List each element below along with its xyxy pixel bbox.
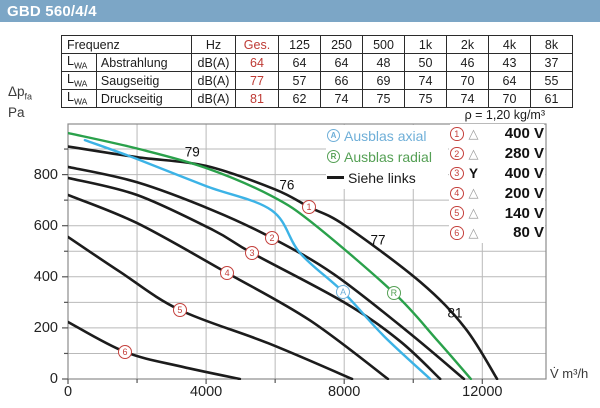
outlet-r-icon: R <box>327 150 340 163</box>
curve-marker-4: 4 <box>220 265 235 280</box>
line-sample-icon <box>327 176 344 179</box>
value-cell: 74 <box>320 89 363 108</box>
curve-marker-3: 3 <box>245 246 260 261</box>
voltage-value: 200 V <box>504 184 544 202</box>
y-tick-label: 600 <box>33 217 58 234</box>
table-row: LWA Saugseitig dB(A) 77 57 66 69 74 70 64 55 <box>61 71 573 90</box>
chart-legend: A Ausblas axial R Ausblas radial Siehe links <box>327 125 447 188</box>
row-label-lwa: LWA <box>61 89 97 108</box>
voltage-row-1: 1 △ 400 V <box>450 124 544 144</box>
delta-connection-icon: △ <box>468 224 479 240</box>
curve-marker-A: A <box>336 285 351 300</box>
row-name: Druckseitig <box>95 89 193 108</box>
voltage-value: 400 V <box>504 125 544 143</box>
value-ges: 77 <box>235 71 279 90</box>
curve-marker-1: 1 <box>301 200 316 215</box>
delta-connection-icon: △ <box>468 205 479 221</box>
legend-item-siehe-links: Siehe links <box>327 167 447 188</box>
voltage-row-4: 4 △ 200 V <box>450 183 544 203</box>
curve-marker-6: 6 <box>117 344 132 359</box>
curve-R <box>68 131 473 380</box>
x-tick-label: 12000 <box>462 384 503 400</box>
curve-number-badge: 5 <box>450 206 464 220</box>
sound-level-label: 79 <box>184 144 200 160</box>
table-row: LWA Druckseitig dB(A) 81 62 74 75 75 74 70 61 <box>61 89 573 108</box>
legend-item-ausblas-radial: R Ausblas radial <box>327 146 447 167</box>
value-cell: 46 <box>446 53 489 72</box>
sound-level-label: 76 <box>279 177 295 193</box>
voltage-row-3: 3 Y 400 V <box>450 164 544 184</box>
y-axis-symbol-sub: fa <box>24 91 33 102</box>
curve-marker-R: R <box>386 285 401 300</box>
x-axis-unit: V̇ m³/h <box>550 366 589 381</box>
curve-number-badge: 2 <box>450 146 464 161</box>
legend-label: Ausblas radial <box>344 148 432 165</box>
curve-number-badge: 3 <box>450 166 464 181</box>
y-axis-symbol: Δp <box>8 84 25 99</box>
voltage-row-5: 5 △ 140 V <box>450 203 544 223</box>
value-cell: 37 <box>530 53 573 72</box>
curve-marker-2: 2 <box>265 230 280 245</box>
voltage-value: 140 V <box>504 204 544 222</box>
y-axis-unit: Pa <box>8 104 25 120</box>
legend-label: Siehe links <box>348 169 416 186</box>
value-cell: 70 <box>488 89 531 108</box>
y-tick-label: 200 <box>33 319 58 336</box>
curve-A <box>83 138 432 380</box>
air-density-note: ρ = 1,20 kg/m³ <box>464 108 545 122</box>
star-connection-icon: Y <box>468 165 478 181</box>
curve-6 <box>68 320 242 380</box>
row-unit: dB(A) <box>191 89 236 108</box>
y-tick-label: 400 <box>33 268 58 285</box>
outlet-a-icon: A <box>327 129 340 142</box>
value-cell: 61 <box>530 89 573 108</box>
curve-number-badge: 1 <box>450 127 464 141</box>
page-title: GBD 560/4/4 <box>7 2 97 20</box>
value-cell: 75 <box>404 89 447 108</box>
x-tick-label: 0 <box>63 384 73 400</box>
voltage-value: 400 V <box>504 164 544 182</box>
value-cell: 75 <box>362 89 405 108</box>
voltage-value: 80 V <box>513 224 544 242</box>
row-name: Saugseitig <box>95 71 193 90</box>
acoustic-data-table: Frequenz Hz Ges. 125 250 500 1k 2k 4k 8k LWA Abstr… <box>61 35 573 108</box>
y-tick-label: 800 <box>33 166 58 183</box>
curve-number-badge: 6 <box>450 226 464 240</box>
table-row: LWA Abstrahlung dB(A) 64 64 64 48 50 46 43 37 <box>61 53 573 72</box>
title-bar: GBD 560/4/4 <box>0 0 600 22</box>
x-tick-label: 4000 <box>189 384 223 400</box>
acoustic-table-body: LWA Abstrahlung dB(A) 64 64 64 48 50 46 43 37 LWA Sa… <box>61 53 573 108</box>
sound-level-label: 81 <box>447 305 463 321</box>
voltage-row-6: 6 △ 80 V <box>450 223 544 243</box>
y-axis-title: Δpfa Pa <box>8 84 32 120</box>
col-band-500: 500 <box>362 35 405 54</box>
x-tick-label: 8000 <box>328 384 361 400</box>
delta-connection-icon: △ <box>468 145 479 161</box>
voltage-row-2: 2 △ 280 V <box>450 144 544 164</box>
sound-level-label: 77 <box>370 232 386 248</box>
legend-item-ausblas-axial: A Ausblas axial <box>327 125 447 146</box>
row-name: Abstrahlung <box>95 53 193 72</box>
voltage-value: 280 V <box>504 145 544 163</box>
curve-number-badge: 4 <box>450 186 464 201</box>
delta-connection-icon: △ <box>468 185 479 201</box>
legend-label: Ausblas axial <box>344 127 427 144</box>
curve-marker-5: 5 <box>172 303 187 317</box>
y-tick-label: 0 <box>49 371 58 387</box>
voltage-list: 1 △ 400 V 2 △ 280 V 3 Y 400 V 4 △ 200 V 5 △ 140 V 6 △ 80 … <box>450 124 544 243</box>
delta-connection-icon: △ <box>468 125 479 141</box>
col-band-8k: 8k <box>530 35 573 54</box>
value-ges: 81 <box>235 89 279 108</box>
